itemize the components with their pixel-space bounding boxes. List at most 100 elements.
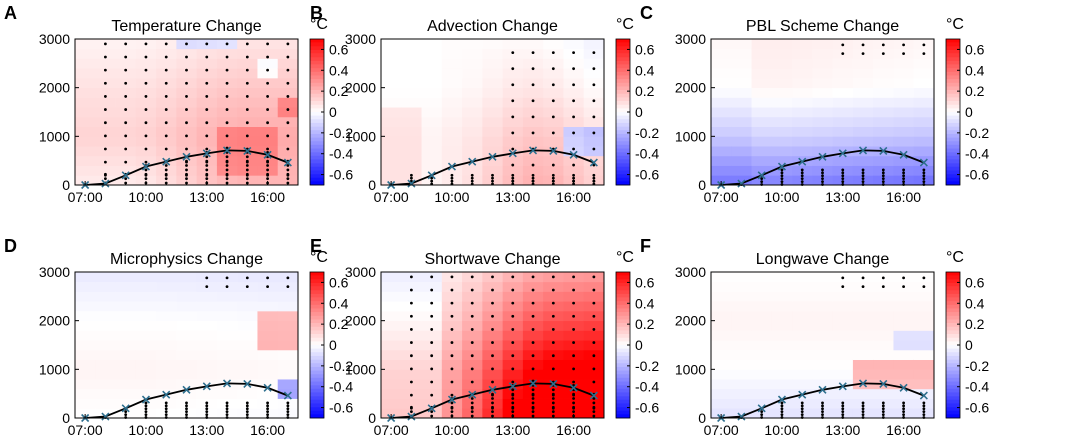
heatmap-cell	[75, 272, 96, 283]
colorbar-segment	[946, 381, 960, 386]
heatmap-cell	[95, 281, 116, 292]
colorbar-segment	[616, 308, 630, 313]
pbl-height-marker	[182, 385, 191, 394]
heatmap-cell	[196, 107, 218, 118]
heatmap-cell	[401, 126, 422, 137]
heatmap-cell	[893, 155, 915, 166]
colorbar-segment	[310, 148, 324, 153]
heatmap-cell	[381, 359, 402, 370]
significance-dot	[491, 173, 494, 177]
significance-dot	[410, 275, 413, 279]
heatmap-cell	[832, 136, 854, 147]
heatmap-cell	[462, 116, 483, 127]
heatmap-cell	[543, 165, 564, 176]
heatmap-cell	[115, 136, 137, 147]
significance-dot	[531, 414, 535, 418]
heatmap-cell	[237, 87, 258, 98]
heatmap-cell	[543, 320, 564, 331]
pbl-height-marker	[101, 179, 110, 188]
heatmap-cell	[75, 116, 96, 127]
significance-dot	[922, 404, 926, 408]
heatmap-cell	[135, 388, 157, 399]
heatmap-cell	[731, 77, 752, 89]
significance-dot	[266, 108, 269, 111]
colorbar-tick-label: 0	[635, 337, 643, 353]
colorbar: 0.60.40.20-0.2-0.4-0.6°C	[309, 249, 353, 419]
heatmap-cell	[75, 48, 96, 59]
heatmap-cell	[852, 349, 874, 360]
significance-dot	[266, 177, 269, 181]
significance-dot	[491, 406, 494, 410]
heatmap-cell	[75, 146, 96, 157]
heatmap-cell	[502, 58, 524, 69]
axes-frame	[710, 38, 935, 186]
heatmap-cell	[543, 68, 564, 79]
heatmap-cell	[852, 291, 874, 302]
significance-dot	[511, 328, 515, 331]
significance-dot	[225, 401, 229, 405]
significance-dot	[511, 397, 515, 400]
heatmap-cell	[257, 58, 279, 69]
heatmap-cell	[832, 359, 854, 370]
heatmap-cell	[502, 301, 524, 312]
colorbar-segment	[616, 330, 630, 335]
heatmap-cell	[731, 87, 752, 98]
heatmap-cell	[893, 349, 915, 360]
significance-dot	[841, 52, 845, 55]
heatmap-cell	[711, 320, 732, 331]
significance-dot	[592, 275, 596, 279]
colorbar-segment	[310, 144, 324, 149]
significance-dot	[185, 164, 188, 167]
heatmap-cell	[711, 107, 732, 118]
colorbar-segment	[310, 392, 324, 397]
heatmap-cell	[812, 155, 834, 166]
significance-dot	[592, 147, 596, 151]
heatmap-cell	[832, 87, 854, 98]
significance-dot	[531, 288, 535, 292]
colorbar-segment	[946, 301, 960, 306]
heatmap-cell	[711, 97, 732, 108]
heatmap-cell	[75, 126, 96, 137]
colorbar-segment	[616, 174, 630, 178]
heatmap-cell	[462, 320, 483, 331]
heatmap-cell	[216, 58, 238, 69]
heatmap-cell	[913, 58, 935, 69]
heatmap-cell	[156, 126, 177, 137]
heatmap-cell	[482, 301, 504, 312]
colorbar-segment	[310, 341, 324, 346]
significance-dot	[450, 176, 454, 180]
colorbar-segment	[946, 282, 960, 287]
heatmap-cell	[771, 301, 793, 312]
heatmap-cell	[852, 126, 874, 137]
heatmap-cell	[462, 48, 483, 59]
significance-dot	[410, 380, 413, 384]
significance-dot	[124, 134, 128, 138]
significance-dot	[572, 314, 575, 318]
heatmap-cell	[75, 310, 96, 322]
heatmap-cell	[401, 320, 422, 331]
heatmap-cell	[482, 87, 504, 98]
heatmap-cell	[832, 340, 854, 351]
heatmap-cell	[75, 97, 96, 108]
significance-dot	[821, 413, 824, 416]
significance-dot	[450, 288, 454, 292]
heatmap-cell	[731, 146, 752, 157]
heatmap-cell	[196, 87, 218, 98]
heatmap-cell	[543, 87, 564, 98]
heatmap-cell	[563, 165, 585, 176]
colorbar-segment	[616, 407, 630, 411]
significance-dot	[821, 177, 824, 181]
heatmap-cells	[381, 39, 605, 186]
significance-dot	[551, 414, 555, 418]
significance-dot	[450, 401, 454, 405]
heatmap-cell	[563, 369, 585, 380]
heatmap-cell	[401, 77, 422, 89]
significance-dot	[450, 393, 454, 397]
heatmap-cell	[115, 379, 137, 390]
heatmap-cell	[441, 136, 463, 147]
heatmap-cell	[462, 146, 483, 157]
heatmap-cell	[216, 126, 238, 137]
significance-dot	[245, 401, 249, 405]
significance-dot	[225, 160, 229, 164]
